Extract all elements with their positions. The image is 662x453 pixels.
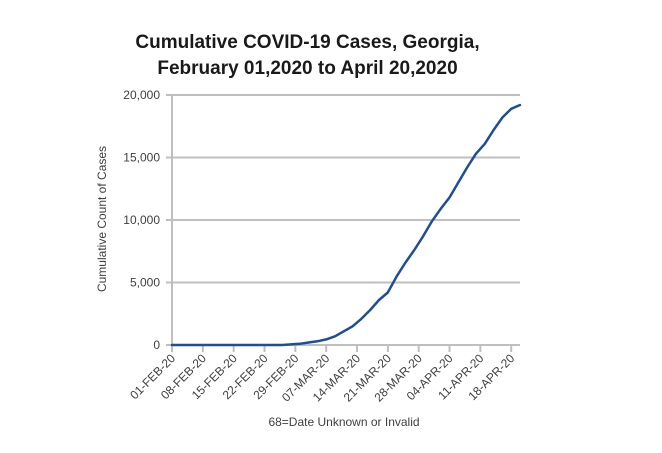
y-tick-label: 10,000 — [123, 213, 160, 227]
y-tick-label: 5,000 — [130, 276, 160, 290]
y-tick-label: 20,000 — [123, 88, 160, 102]
chart-title-line-2: February 01,2020 to April 20,2020 — [157, 58, 458, 79]
series-line — [170, 103, 522, 347]
y-tick-label: 15,000 — [123, 151, 160, 165]
y-tick-label: 0 — [153, 338, 160, 352]
x-axis-label: 68=Date Unknown or Invalid — [268, 415, 419, 429]
y-axis-label: Cumulative Count of Cases — [95, 146, 109, 292]
chart-title-line-1: Cumulative COVID-19 Cases, Georgia, — [135, 32, 480, 53]
